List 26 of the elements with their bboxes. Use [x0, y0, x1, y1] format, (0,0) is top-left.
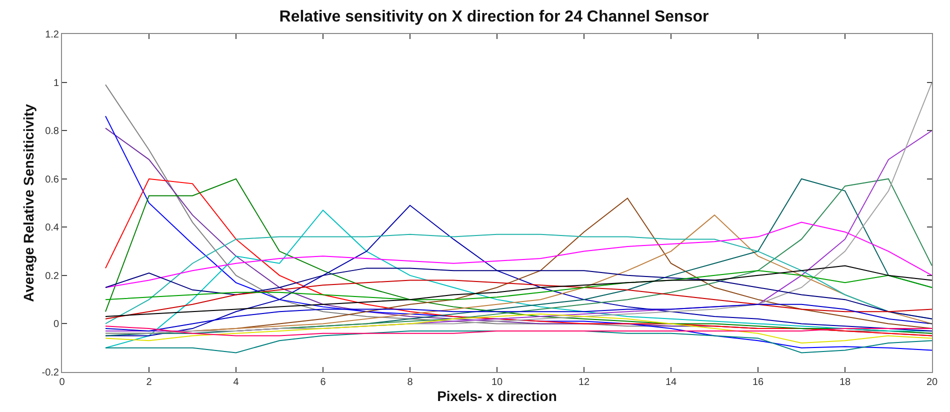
x-tick-label: 8 [407, 377, 414, 388]
y-tick-label: -0.2 [42, 368, 60, 378]
x-tick-label: 16 [752, 377, 764, 388]
x-tick-label: 12 [578, 377, 590, 388]
line-series [105, 326, 932, 336]
y-tick-label: 0.6 [45, 174, 60, 186]
x-tick-label: 6 [320, 377, 326, 388]
line-series [105, 270, 932, 300]
x-tick-label: 18 [839, 377, 851, 388]
x-tick-label: 2 [146, 377, 152, 388]
y-tick-label: 0.2 [45, 270, 60, 282]
line-series [105, 280, 932, 320]
chart-title: Relative sensitivity on X direction for 24 Channel Sensor [279, 8, 709, 26]
x-tick-label: 10 [491, 377, 503, 388]
line-series [105, 222, 932, 288]
x-tick-label: 4 [233, 377, 240, 388]
y-tick-label: 1 [53, 78, 60, 89]
y-axis-title: Average Relative Sensiticivity [20, 104, 36, 302]
y-tick-label: 0.4 [45, 222, 60, 234]
y-tick-label: 0 [53, 319, 60, 330]
x-tick-label: 20 [926, 377, 938, 388]
x-axis-title: Pixels- x direction [437, 388, 557, 404]
y-tick-label: 0.8 [45, 126, 60, 138]
x-tick-label: 14 [665, 377, 677, 388]
line-series [105, 314, 932, 344]
y-tick-label: 1.2 [45, 30, 60, 40]
